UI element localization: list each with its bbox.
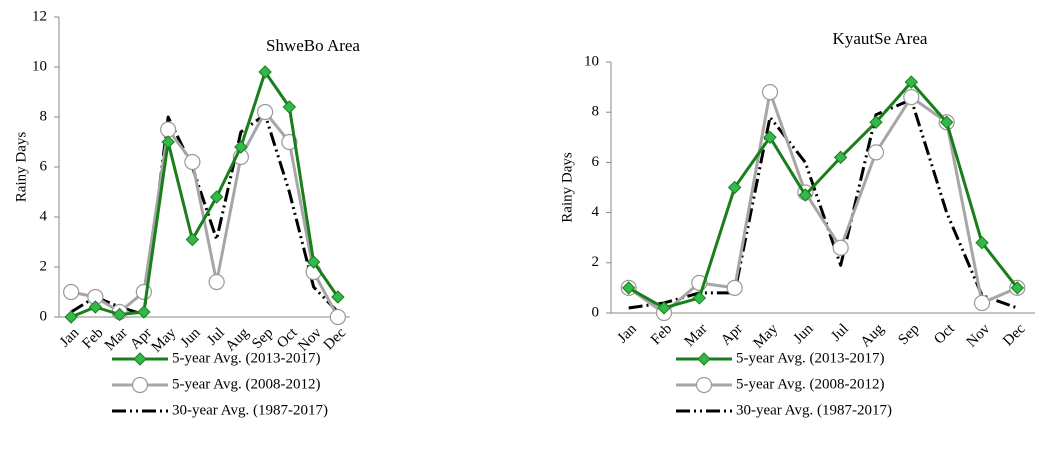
legend-label: 5-year Avg. (2013-2017) xyxy=(736,350,884,366)
circle-marker xyxy=(131,376,149,394)
diamond-marker xyxy=(88,300,103,314)
y-tick-label: 4 xyxy=(40,208,48,224)
x-tick-label: Jun xyxy=(178,325,204,351)
diamond-marker xyxy=(64,310,78,324)
circle-marker xyxy=(135,283,152,301)
y-tick-label: 10 xyxy=(584,53,599,69)
x-tick-label: Jun xyxy=(791,321,817,347)
y-tick-label: 0 xyxy=(592,304,600,320)
legend-label: 30-year Avg. (1987-2017) xyxy=(172,402,328,418)
circle-marker xyxy=(63,283,80,301)
diamond-marker xyxy=(727,180,742,195)
diamond-marker xyxy=(697,352,711,366)
series-line xyxy=(70,110,340,318)
line-chart: KyautSe Area Rainy Days 0 2 4 6 8 10 Jan Feb Mar Ap… xyxy=(559,29,1035,418)
chart-title: KyautSe Area xyxy=(833,29,928,48)
line-chart: ShweBo Area Rainy Days 0 2 4 6 8 10 12 JanFebMarA… xyxy=(13,8,360,418)
circle-marker xyxy=(761,84,779,101)
x-tick-label: Feb xyxy=(648,321,675,348)
x-tick-label: May xyxy=(750,321,781,352)
legend-label: 5-year Avg. (2008-2012) xyxy=(736,376,884,392)
diamond-marker xyxy=(939,115,954,129)
y-tick-label: 2 xyxy=(592,254,600,270)
y-tick-label: 0 xyxy=(40,308,48,324)
x-tick-label: Dec xyxy=(1000,321,1029,350)
diamond-marker xyxy=(282,100,297,114)
circle-marker xyxy=(208,273,225,291)
diamond-marker xyxy=(657,301,671,315)
x-tick-label: Sep xyxy=(249,325,276,352)
diamond-marker xyxy=(234,140,248,154)
diamond-marker xyxy=(692,291,707,305)
circle-marker xyxy=(973,294,991,312)
series-line xyxy=(70,113,339,316)
x-tick-label: Jul xyxy=(828,321,852,345)
diamond-marker xyxy=(869,115,883,129)
diamond-marker xyxy=(137,305,151,319)
y-tick-label: 10 xyxy=(32,58,47,74)
y-axis-label: Rainy Days xyxy=(13,132,29,203)
diamond-marker xyxy=(185,232,200,247)
x-tick-label: Oct xyxy=(274,324,301,351)
diamond-marker xyxy=(258,65,272,79)
x-tick-label: Apr xyxy=(718,321,746,349)
legend-label: 5-year Avg. (2008-2012) xyxy=(172,376,320,392)
diamond-marker xyxy=(331,290,345,304)
diamond-marker xyxy=(306,255,321,269)
x-tick-label: Oct xyxy=(931,320,958,347)
diamond-marker xyxy=(133,352,147,366)
diamond-marker xyxy=(209,190,224,204)
x-tick-label: Jan xyxy=(614,321,640,347)
diamond-marker xyxy=(904,75,919,89)
x-tick-label: Mar xyxy=(102,325,131,354)
circle-marker xyxy=(160,121,177,138)
x-tick-label: Jan xyxy=(57,325,83,351)
circle-marker xyxy=(184,153,201,171)
chart-title: ShweBo Area xyxy=(266,36,360,55)
y-tick-label: 6 xyxy=(592,154,600,170)
series-line xyxy=(627,80,1019,310)
circle-marker xyxy=(903,89,920,106)
x-tick-label: Dec xyxy=(321,325,350,354)
x-tick-label: Sep xyxy=(895,321,922,348)
circle-marker xyxy=(726,279,743,296)
y-tick-label: 8 xyxy=(40,108,48,124)
y-tick-label: 4 xyxy=(592,204,600,220)
legend-label: 30-year Avg. (1987-2017) xyxy=(736,402,892,418)
diamond-marker xyxy=(1010,281,1025,295)
diamond-marker xyxy=(161,135,175,149)
circle-marker xyxy=(257,103,274,121)
x-tick-label: Feb xyxy=(79,325,106,352)
x-tick-label: Nov xyxy=(964,321,994,351)
y-tick-label: 2 xyxy=(40,258,48,274)
diamond-marker xyxy=(621,281,636,295)
legend-label: 5-year Avg. (2013-2017) xyxy=(172,350,320,366)
diamond-marker xyxy=(975,236,989,250)
y-tick-label: 6 xyxy=(40,158,48,174)
x-tick-label: Aug xyxy=(858,321,888,351)
diamond-marker xyxy=(833,150,848,165)
circle-marker xyxy=(329,308,346,326)
series-line xyxy=(627,90,1018,315)
circle-marker xyxy=(695,376,713,394)
series-line xyxy=(628,98,1018,310)
circle-marker xyxy=(867,144,885,161)
y-tick-label: 8 xyxy=(592,104,600,120)
diamond-marker xyxy=(798,188,813,202)
x-tick-label: Apr xyxy=(127,325,155,353)
diamond-marker xyxy=(763,130,777,145)
circle-marker xyxy=(832,239,849,256)
y-tick-label: 12 xyxy=(32,8,47,24)
x-tick-label: Mar xyxy=(682,321,711,350)
diamond-marker xyxy=(112,307,127,322)
y-axis-label: Rainy Days xyxy=(559,152,575,223)
